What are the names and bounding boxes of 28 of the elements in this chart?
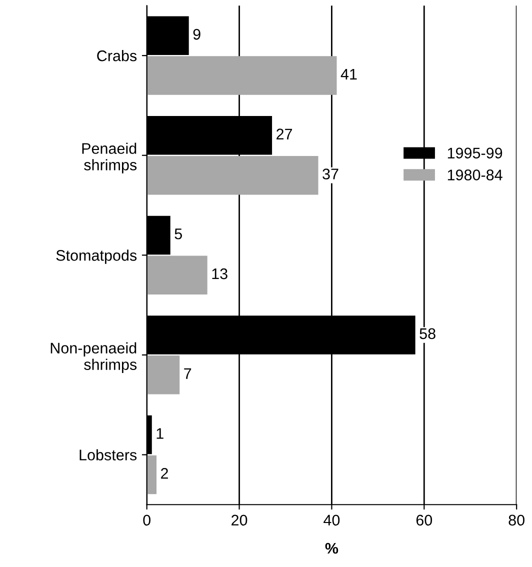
y-tick-label: Stomatpods [56, 250, 137, 264]
x-axis-title: % [325, 542, 338, 554]
x-tick-label: 20 [232, 514, 248, 526]
y-tick-label: Crabs [97, 50, 137, 62]
data-label: 27 [276, 128, 292, 140]
x-tick-label: 40 [324, 514, 340, 526]
y-tick-label: Penaeid shrimps [82, 142, 137, 174]
x-tick-label: 0 [143, 514, 150, 526]
bar [146, 455, 156, 494]
x-tick-label: 80 [508, 514, 524, 526]
y-tick-label: Non-penaeid shrimps [50, 342, 137, 373]
data-label: 58 [420, 328, 436, 340]
bar [146, 156, 318, 195]
x-tick-label: 60 [416, 514, 432, 526]
data-label: 37 [322, 168, 338, 180]
legend-label: 1995-99 [448, 148, 502, 158]
bar [146, 256, 208, 294]
data-label: 41 [340, 68, 357, 80]
data-label: 9 [193, 28, 200, 40]
y-tick-label: Lobsters [80, 449, 137, 460]
data-label: 5 [174, 228, 182, 240]
data-label: 2 [161, 468, 168, 479]
bar [146, 356, 180, 394]
data-label: 1 [156, 428, 164, 439]
data-label: 13 [212, 268, 228, 280]
legend-label: 1980-84 [448, 170, 502, 180]
data-label: 7 [184, 368, 192, 379]
bar [146, 56, 337, 95]
